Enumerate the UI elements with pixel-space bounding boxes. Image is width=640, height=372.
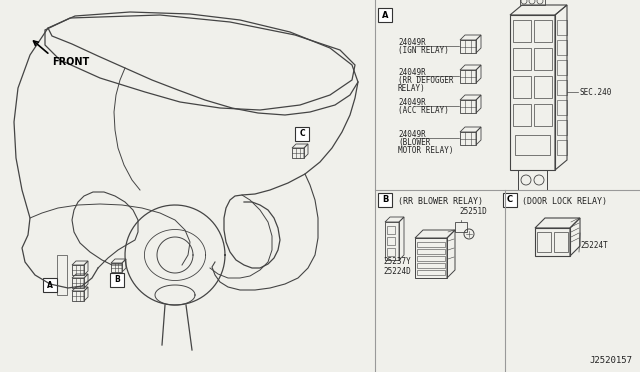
Text: 25251D: 25251D <box>459 207 487 216</box>
Text: J2520157: J2520157 <box>589 356 632 365</box>
Text: (DOOR LOCK RELAY): (DOOR LOCK RELAY) <box>522 197 607 206</box>
Text: SEC.240: SEC.240 <box>580 88 612 97</box>
Bar <box>295 127 309 141</box>
Text: B: B <box>382 196 388 205</box>
Bar <box>503 193 517 207</box>
Text: (ACC RELAY): (ACC RELAY) <box>398 106 449 115</box>
Text: C: C <box>299 129 305 138</box>
Text: B: B <box>114 276 120 285</box>
Text: (BLOWER: (BLOWER <box>398 138 430 147</box>
Text: (RR BLOWER RELAY): (RR BLOWER RELAY) <box>398 197 483 206</box>
Text: 24049R: 24049R <box>398 98 426 107</box>
Text: 24049R: 24049R <box>398 130 426 139</box>
Bar <box>43 278 57 292</box>
Text: 25224D: 25224D <box>383 267 411 276</box>
Text: FRONT: FRONT <box>52 57 89 67</box>
Text: C: C <box>507 196 513 205</box>
Text: 24049R: 24049R <box>398 38 426 47</box>
Text: (RR DEFOGGER: (RR DEFOGGER <box>398 76 454 85</box>
Bar <box>378 193 392 207</box>
Text: RELAY): RELAY) <box>398 84 426 93</box>
Bar <box>378 8 392 22</box>
Text: A: A <box>47 280 53 289</box>
Text: 24049R: 24049R <box>398 68 426 77</box>
Text: MOTOR RELAY): MOTOR RELAY) <box>398 146 454 155</box>
Text: A: A <box>381 10 388 19</box>
Text: 25237Y: 25237Y <box>383 257 411 266</box>
Text: 25224T: 25224T <box>580 241 608 250</box>
Text: (IGN RELAY): (IGN RELAY) <box>398 46 449 55</box>
Bar <box>110 273 124 287</box>
